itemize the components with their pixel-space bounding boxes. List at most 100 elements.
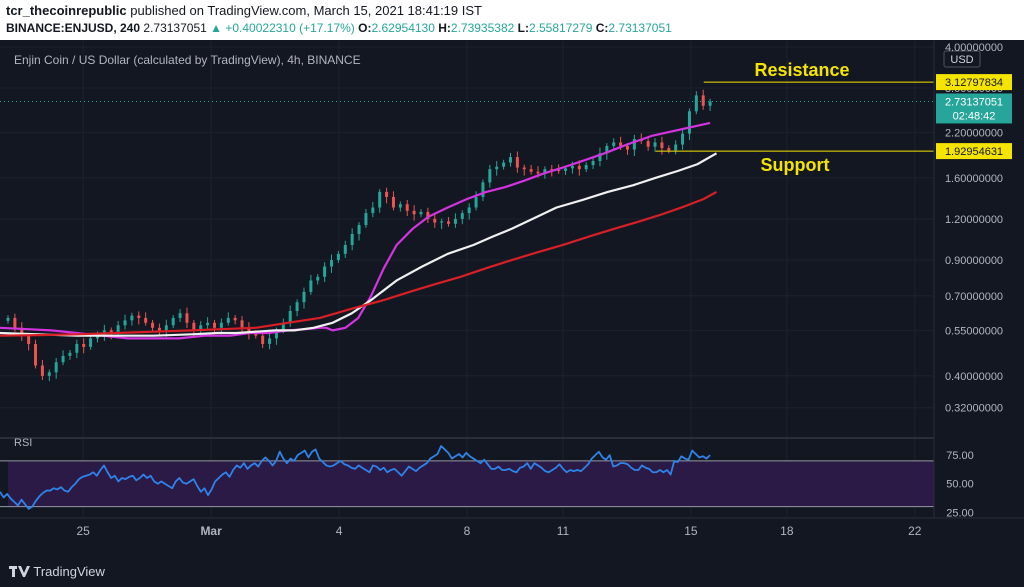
candle-body — [577, 165, 581, 170]
tradingview-logo[interactable]: TradingView — [8, 564, 105, 579]
candle-body — [281, 322, 285, 331]
candle-body — [302, 291, 306, 303]
candle-body — [247, 327, 251, 333]
candle-body — [206, 322, 210, 326]
support-price-label: 1.92954631 — [945, 146, 1003, 158]
low-label: L: — [517, 21, 529, 35]
candle-body — [412, 210, 416, 215]
candle-body — [274, 330, 278, 339]
candle-body — [488, 169, 492, 183]
candle-body — [47, 372, 51, 376]
low-value: 2.55817279 — [528, 21, 593, 35]
candle-body — [502, 162, 506, 167]
candle-body — [646, 141, 650, 147]
candles — [6, 89, 712, 382]
time-tick-label: 8 — [464, 524, 471, 538]
candle-body — [398, 204, 402, 208]
candle-body — [27, 335, 31, 344]
time-tick-label: 15 — [684, 524, 698, 538]
resistance-annotation: Resistance — [754, 60, 849, 80]
support-price-tag — [936, 143, 1012, 160]
candle-body — [426, 211, 430, 219]
candle-body — [13, 317, 17, 328]
candle-body — [701, 95, 705, 106]
currency-label: USD — [950, 54, 973, 66]
time-tick-label: 11 — [557, 524, 570, 538]
rsi-title: RSI — [14, 437, 32, 449]
chart-header: tcr_thecoinrepublic published on Trading… — [0, 0, 1024, 40]
rsi-band-fill — [8, 460, 934, 507]
symbol-label: BINANCE:ENJUSD, 240 — [6, 21, 141, 35]
time-tick-label: 25 — [76, 524, 90, 538]
candle-body — [371, 207, 375, 214]
candle-body — [508, 157, 512, 163]
candle-body — [591, 161, 595, 166]
publish-info: published on TradingView.com, March 15, … — [130, 3, 482, 18]
rsi-tick-label: 75.00 — [946, 450, 974, 462]
candle-body — [34, 343, 38, 366]
footer: TradingView — [0, 558, 1024, 587]
candle-body — [123, 320, 127, 326]
pane-title: Enjin Coin / US Dollar (calculated by Tr… — [14, 53, 361, 67]
candle-body — [694, 95, 698, 112]
candle-body — [674, 144, 678, 151]
candle-body — [598, 153, 602, 162]
candle-body — [550, 169, 554, 171]
change-text: ▲ +0.40022310 (+17.17%) — [210, 21, 355, 35]
time-axis[interactable]: 25 Mar 4 8 11 15 18 22 — [76, 524, 921, 538]
candle-body — [385, 191, 389, 197]
candle-body — [233, 317, 237, 321]
price-tick-label: 1.20000000 — [945, 214, 1003, 226]
rsi-tick-label: 50.00 — [946, 479, 974, 491]
tradingview-brand: TradingView — [33, 564, 105, 579]
price-tick-label: 0.70000000 — [945, 291, 1003, 303]
candle-body — [433, 218, 437, 223]
ma-slow-line — [0, 190, 718, 337]
candle-body — [240, 320, 244, 328]
candle-body — [323, 266, 327, 277]
candle-body — [109, 330, 113, 333]
candle-body — [467, 207, 471, 214]
author-name[interactable]: tcr_thecoinrepublic — [6, 3, 127, 18]
candle-body — [330, 260, 334, 267]
candle-body — [95, 335, 99, 339]
candle-body — [564, 168, 568, 171]
candle-body — [343, 244, 347, 254]
candle-body — [20, 327, 24, 336]
candle-body — [116, 325, 120, 333]
rsi-tick-label: 25.00 — [946, 507, 974, 519]
ma-fast-line — [0, 121, 711, 340]
time-tick-label: 4 — [336, 524, 343, 538]
price-tick-label: 0.32000000 — [945, 403, 1003, 415]
candle-body — [254, 332, 258, 336]
candle-body — [536, 171, 540, 174]
candle-body — [357, 225, 361, 234]
candle-body — [543, 169, 547, 174]
candle-body — [61, 355, 65, 363]
candle-body — [378, 191, 382, 208]
candle-body — [212, 322, 216, 328]
rsi-axis[interactable]: 75.00 50.00 25.00 — [946, 450, 974, 519]
support-annotation: Support — [761, 155, 830, 175]
high-value: 2.73935382 — [450, 21, 515, 35]
candle-body — [460, 213, 464, 219]
price-tick-label: 1.60000000 — [945, 173, 1003, 185]
candle-body — [6, 317, 10, 321]
price-chart[interactable]: Resistance Support Enjin Coin / US Dollar… — [0, 40, 1024, 558]
candle-body — [178, 313, 182, 318]
candle-body — [419, 211, 423, 215]
price-levels: Resistance Support — [0, 60, 934, 175]
open-value: 2.62954130 — [371, 21, 435, 35]
candle-body — [625, 145, 629, 150]
currency-box[interactable] — [943, 50, 981, 68]
candle-body — [144, 317, 148, 323]
candle-body — [481, 182, 485, 197]
close-label: C: — [595, 21, 609, 35]
candle-body — [82, 343, 86, 347]
candle-body — [667, 148, 671, 151]
candle-body — [68, 352, 72, 356]
candle-body — [199, 325, 203, 331]
candle-body — [219, 322, 223, 328]
ohlc-line: BINANCE:ENJUSD, 240 2.73137051 ▲ +0.4002… — [6, 21, 672, 35]
candle-body — [295, 302, 299, 311]
